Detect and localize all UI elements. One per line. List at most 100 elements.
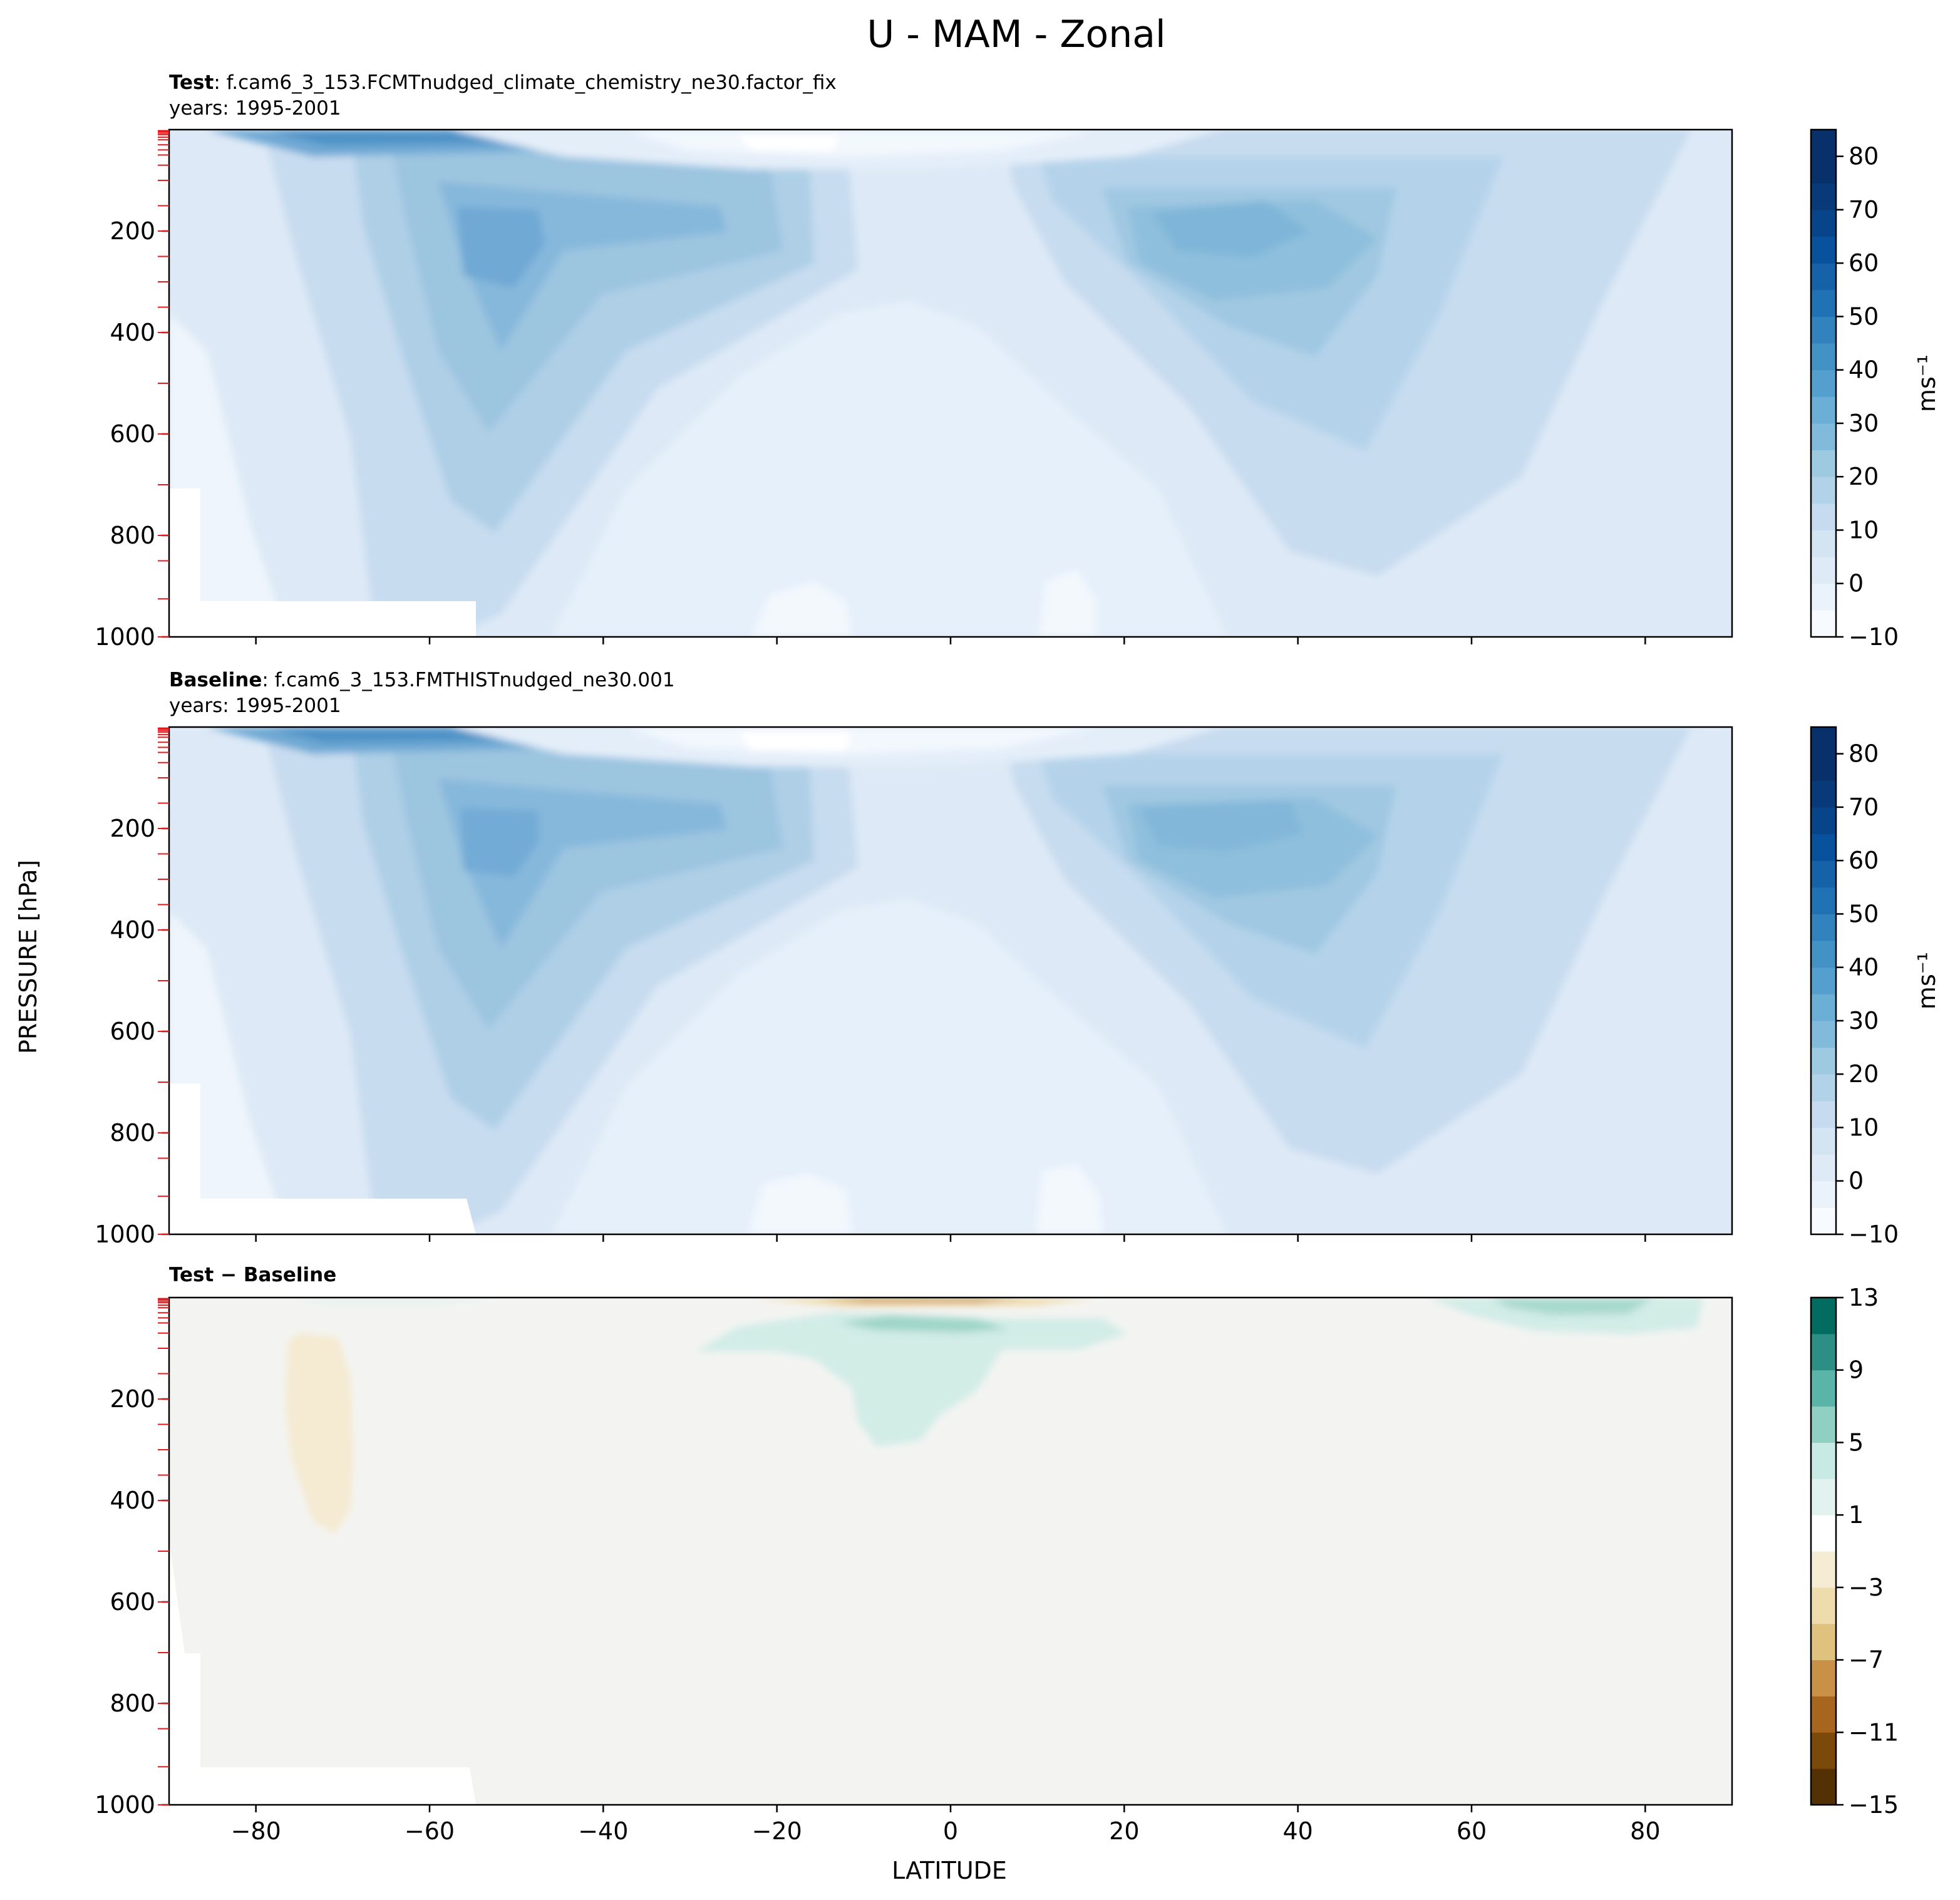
colorbar-swatch — [1811, 967, 1836, 994]
colorbar-label: ms⁻¹ — [1913, 354, 1941, 412]
colorbar-swatch — [1811, 1370, 1836, 1407]
y-tick-label: 1000 — [95, 623, 155, 651]
x-ticks — [255, 637, 1646, 644]
y-axis-label: PRESSURE [hPa] — [14, 860, 42, 1054]
contour-band — [169, 1298, 185, 1653]
x-ticks — [255, 1234, 1646, 1242]
colorbar-swatch — [1811, 1333, 1836, 1371]
panel-subtitle-baseline: years: 1995-2001 — [169, 694, 341, 717]
colorbar-swatch — [1811, 1298, 1836, 1335]
colorbar-frame — [1810, 128, 1837, 638]
y-tick-label: 200 — [110, 1385, 155, 1413]
colorbar-swatch — [1811, 860, 1836, 888]
colorbar-swatch — [1811, 1406, 1836, 1443]
panel-baseline: Baseline: f.cam6_3_153.FMTHISTnudged_ne3… — [95, 669, 1941, 1248]
y-tick-label: 200 — [110, 217, 155, 245]
colorbar-swatch — [1811, 396, 1836, 424]
colorbar-tick-label: 70 — [1849, 196, 1879, 224]
y-tick-label: 600 — [110, 1018, 155, 1045]
contour-band — [1140, 800, 1302, 852]
colorbar-swatch — [1811, 1551, 1836, 1588]
panel-test: Test: f.cam6_3_153.FCMTnudged_climate_ch… — [95, 71, 1941, 651]
contour-band — [839, 1315, 1008, 1333]
colorbar-tick-label: 80 — [1849, 740, 1879, 768]
contour-band — [551, 898, 1227, 1234]
colorbar-swatch — [1811, 423, 1836, 451]
contour-band — [1039, 570, 1096, 637]
colorbar-tick-label: 30 — [1849, 410, 1879, 437]
colorbar-swatch — [1811, 887, 1836, 914]
y-tick-label: 600 — [110, 1588, 155, 1616]
y-tick-label: 800 — [110, 522, 155, 549]
contour-band — [460, 808, 539, 877]
model-level-ticks — [158, 1298, 169, 1805]
colorbar-tick-label: 80 — [1849, 143, 1879, 170]
x-tick-label: 60 — [1457, 1817, 1487, 1845]
colorbar-swatch — [1811, 780, 1836, 808]
model-level-ticks — [158, 727, 169, 1235]
colorbar-tick-label: 70 — [1849, 793, 1879, 821]
colorbar: −15 −11 −7 −3 1 5 9 13 — [1810, 1284, 1899, 1819]
colorbar-swatch — [1811, 727, 1836, 755]
colorbar-swatch — [1811, 503, 1836, 530]
contour-band — [1490, 1298, 1653, 1315]
colorbar-swatch — [1811, 583, 1836, 611]
colorbar-swatch — [1811, 1768, 1836, 1805]
contour-band — [751, 582, 852, 637]
y-tick-label: 400 — [110, 1487, 155, 1514]
colorbar-swatch — [1811, 343, 1836, 371]
colorbar-swatch — [1811, 316, 1836, 344]
x-tick-label: 0 — [943, 1817, 958, 1845]
x-tick-label: 40 — [1282, 1817, 1313, 1845]
y-tick-label: 200 — [110, 815, 155, 842]
panel-difference: Test − Baseline −80 −60 −40 −20 0 20 40 60 80 20… — [95, 1264, 1899, 1845]
colorbar-swatch — [1811, 1074, 1836, 1102]
colorbar-swatch — [1811, 994, 1836, 1021]
x-tick-label: −40 — [578, 1817, 628, 1845]
contour-band — [814, 1298, 1027, 1303]
colorbar-frame — [1810, 726, 1837, 1236]
contour-band — [551, 301, 1227, 637]
x-tick-label: −60 — [405, 1817, 455, 1845]
panel-title-bold: Test — [169, 71, 214, 94]
colorbar-swatch — [1811, 369, 1836, 397]
colorbar-swatch — [1811, 557, 1836, 584]
colorbar-tick-label: 20 — [1849, 1060, 1879, 1088]
colorbar-swatch — [1811, 1207, 1836, 1235]
contour-band — [1152, 200, 1309, 257]
contour-field — [169, 130, 1732, 637]
colorbar-swatch — [1811, 289, 1836, 317]
colorbar-swatch — [1811, 1623, 1836, 1661]
colorbar-tick-label: 1 — [1849, 1501, 1864, 1529]
contour-band — [739, 732, 852, 751]
x-tick-label: −80 — [231, 1817, 281, 1845]
colorbar-tick-label: 9 — [1849, 1356, 1864, 1384]
y-tick-label: 800 — [110, 1690, 155, 1717]
colorbar-tick-label: 30 — [1849, 1007, 1879, 1035]
contour-band — [457, 207, 545, 288]
colorbar-swatch — [1811, 1020, 1836, 1048]
colorbar-tick-label: 60 — [1849, 847, 1879, 874]
x-ticks: −80 −60 −40 −20 0 20 40 60 80 — [231, 1805, 1661, 1845]
colorbar-swatch — [1811, 183, 1836, 210]
colorbar-swatch — [1811, 236, 1836, 264]
colorbar-swatch — [1811, 156, 1836, 183]
colorbar-tick-label: 50 — [1849, 302, 1879, 330]
colorbar: −10 0 10 20 30 40 50 60 70 80 ms⁻¹ — [1810, 128, 1941, 651]
panel-title-difference: Test − Baseline — [169, 1264, 336, 1286]
colorbar-swatch — [1811, 1515, 1836, 1552]
panel-title-bold: Test − Baseline — [169, 1264, 336, 1286]
colorbar-swatch — [1811, 450, 1836, 477]
colorbar-swatch — [1811, 610, 1836, 638]
model-level-ticks — [158, 130, 169, 638]
y-tick-label: 600 — [110, 420, 155, 448]
contour-field — [169, 727, 1732, 1234]
colorbar-tick-label: 40 — [1849, 356, 1879, 384]
y-tick-label: 1000 — [95, 1791, 155, 1819]
colorbar-swatch — [1811, 753, 1836, 781]
colorbar-tick-label: 0 — [1849, 570, 1864, 597]
colorbar-tick-label: 40 — [1849, 954, 1879, 981]
colorbar-swatch — [1811, 1587, 1836, 1624]
colorbar: −10 0 10 20 30 40 50 60 70 80 ms⁻¹ — [1810, 726, 1941, 1248]
figure-title: U - MAM - Zonal — [867, 13, 1165, 56]
